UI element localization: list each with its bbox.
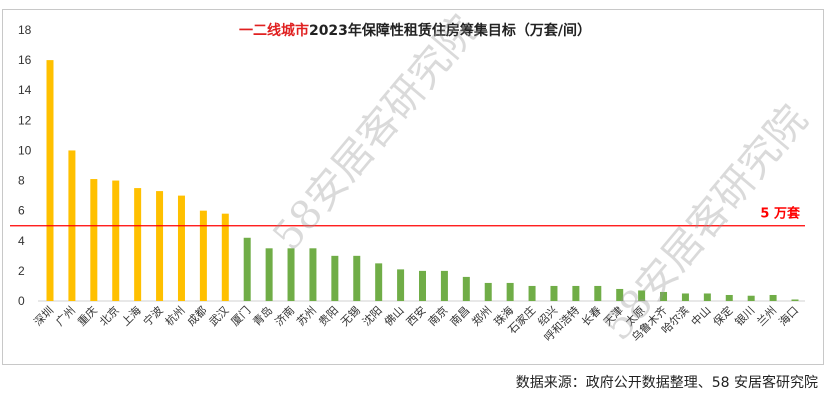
x-tick-label: 郑州	[469, 303, 494, 328]
bar	[550, 285, 558, 301]
y-tick-label: 10	[18, 143, 32, 157]
y-tick-label: 14	[18, 83, 32, 97]
x-tick-label: 天津	[601, 304, 626, 329]
x-tick-label: 保定	[710, 303, 735, 328]
y-tick-label: 6	[18, 204, 25, 218]
x-tick-label: 青岛	[250, 303, 275, 328]
x-tick-label: 北京	[96, 303, 121, 328]
x-tick-label: 无锡	[337, 303, 362, 328]
x-tick-label: 上海	[118, 303, 143, 328]
x-tick-label: 南京	[425, 303, 450, 328]
bar	[572, 285, 580, 301]
reference-line-label: 5 万套	[760, 206, 801, 222]
x-tick-label: 南昌	[448, 304, 473, 329]
bar	[46, 60, 54, 301]
x-tick-label: 中山	[689, 304, 714, 329]
bar	[725, 294, 733, 301]
y-tick-label: 2	[18, 264, 25, 278]
x-tick-label: 贵阳	[316, 304, 341, 329]
bar	[440, 270, 448, 301]
bar	[90, 179, 98, 301]
bar	[265, 248, 273, 301]
bar	[506, 282, 514, 301]
bar	[156, 191, 164, 301]
bar	[309, 248, 317, 301]
bar	[791, 299, 799, 301]
title-rest: 2023年保障性租赁住房筹集目标（万套/间）	[308, 23, 592, 39]
x-tick-label: 武汉	[207, 304, 232, 329]
bar	[703, 293, 711, 301]
x-tick-label: 佛山	[382, 304, 407, 329]
y-tick-label: 8	[18, 174, 25, 188]
bar	[419, 270, 426, 301]
x-tick-label: 银川	[732, 303, 757, 328]
y-tick-label: 4	[18, 234, 25, 248]
x-tick-label: 宁波	[140, 303, 165, 328]
x-tick-label: 苏州	[294, 304, 319, 329]
x-tick-label: 西安	[403, 303, 428, 328]
bar	[287, 248, 295, 301]
bar	[243, 237, 251, 301]
x-tick-label: 沈阳	[359, 303, 384, 328]
bar	[375, 263, 383, 301]
x-tick-label: 深圳	[31, 304, 56, 329]
bar	[331, 255, 339, 301]
x-tick-label: 成都	[185, 304, 210, 329]
chart-frame	[2, 9, 824, 365]
bar	[660, 291, 668, 301]
chart-title: 一二线城市2023年保障性租赁住房筹集目标（万套/间）	[0, 20, 830, 40]
bar	[528, 285, 536, 301]
y-tick-label: 12	[18, 113, 32, 127]
x-tick-label: 重庆	[74, 303, 99, 328]
bar	[397, 269, 405, 301]
y-tick-label: 0	[18, 294, 25, 308]
x-tick-label: 长春	[579, 304, 604, 329]
source-note: 数据来源：政府公开数据整理、58 安居客研究院	[515, 375, 818, 391]
bar	[747, 295, 755, 301]
bar	[462, 276, 470, 301]
bar	[594, 285, 602, 301]
bar	[769, 294, 777, 301]
bar	[484, 282, 492, 301]
bar	[353, 255, 361, 301]
bar	[681, 293, 689, 301]
bar	[134, 188, 142, 301]
bar	[638, 290, 646, 301]
bar	[177, 195, 185, 301]
x-tick-label: 广州	[53, 304, 78, 329]
y-tick-label: 18	[18, 23, 32, 37]
bar	[112, 180, 120, 301]
bar	[199, 210, 207, 301]
title-highlight: 一二线城市	[238, 23, 309, 39]
x-tick-label: 兰州	[754, 304, 779, 329]
x-tick-label: 海口	[776, 303, 801, 328]
bar	[221, 213, 229, 301]
x-tick-label: 济南	[272, 303, 297, 328]
x-tick-label: 杭州	[162, 303, 187, 328]
bar	[616, 288, 624, 301]
x-tick-label: 厦门	[228, 303, 253, 328]
y-tick-label: 16	[18, 53, 32, 67]
